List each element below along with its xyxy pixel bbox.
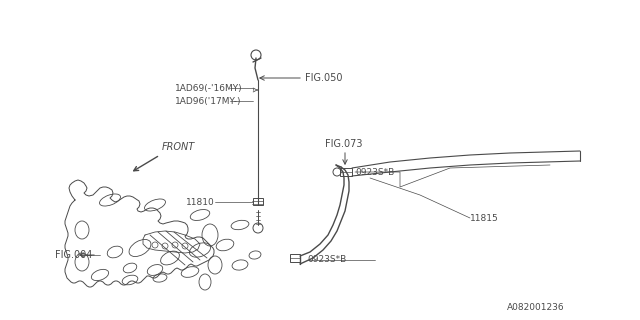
Bar (340, 168, 352, 176)
Text: A082001236: A082001236 (508, 303, 565, 312)
Text: 1AD96('17MY-): 1AD96('17MY-) (175, 97, 241, 106)
Text: 1AD69(-'16MY): 1AD69(-'16MY) (175, 84, 243, 92)
Text: 11810: 11810 (186, 197, 215, 206)
Text: FIG.050: FIG.050 (305, 73, 342, 83)
Text: FIG.004: FIG.004 (55, 250, 92, 260)
Text: FIG.073: FIG.073 (325, 139, 362, 149)
Text: 0923S*B: 0923S*B (307, 255, 346, 265)
Bar (290, 254, 300, 262)
Bar (253, 198, 263, 205)
Text: 11815: 11815 (470, 213, 499, 222)
Text: 0923S*B: 0923S*B (355, 167, 394, 177)
Text: FRONT: FRONT (162, 142, 195, 152)
